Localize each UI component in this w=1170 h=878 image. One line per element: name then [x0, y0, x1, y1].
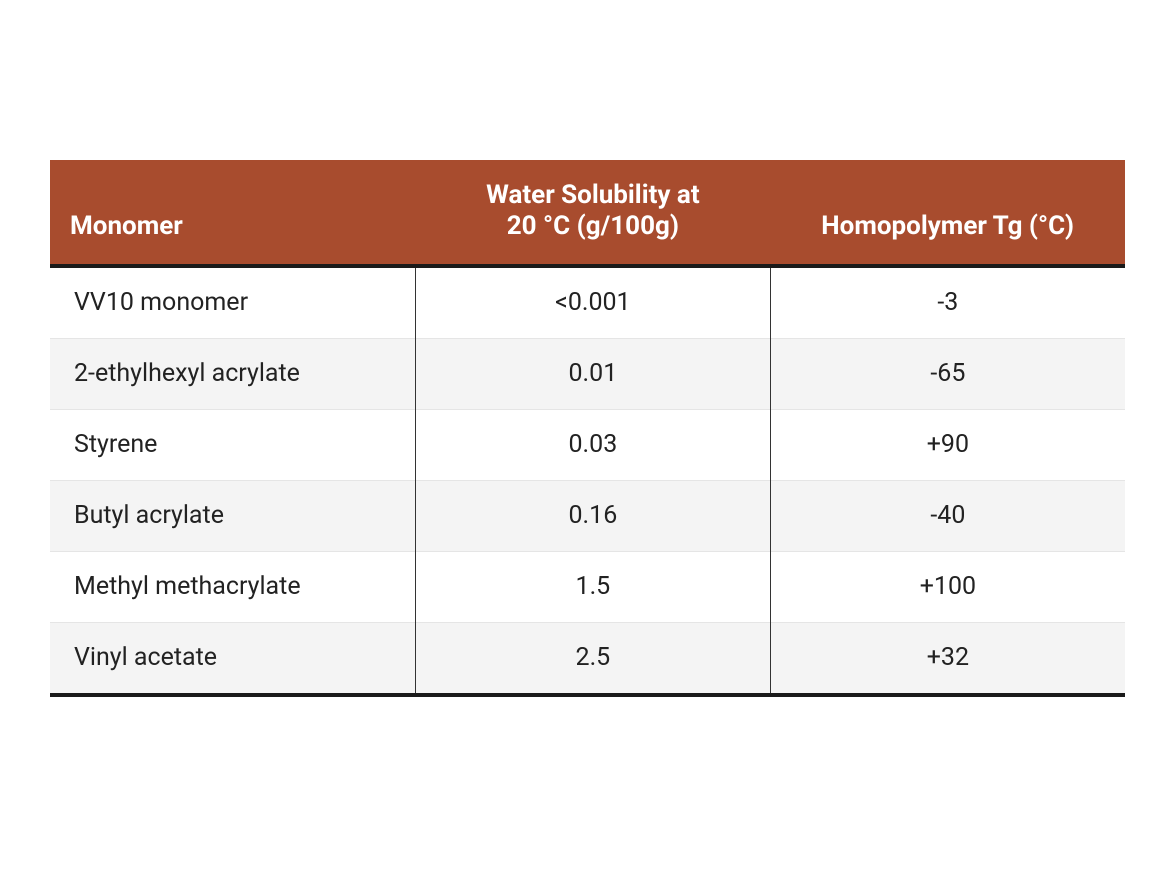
cell-solubility: 1.5 — [416, 552, 771, 623]
cell-solubility: 0.01 — [416, 339, 771, 410]
monomer-table: Monomer Water Solubility at 20 °C (g/100… — [50, 160, 1125, 697]
table-row: Styrene 0.03 +90 — [50, 410, 1125, 481]
cell-monomer: Methyl methacrylate — [50, 552, 416, 623]
monomer-table-wrap: Monomer Water Solubility at 20 °C (g/100… — [50, 160, 1125, 697]
cell-solubility: 2.5 — [416, 623, 771, 696]
table-row: Methyl methacrylate 1.5 +100 — [50, 552, 1125, 623]
cell-solubility: 0.03 — [416, 410, 771, 481]
cell-tg: +90 — [770, 410, 1125, 481]
table-header: Monomer Water Solubility at 20 °C (g/100… — [50, 160, 1125, 266]
col-header-solubility-line2: 20 °C (g/100g) — [436, 211, 751, 242]
cell-monomer: Butyl acrylate — [50, 481, 416, 552]
cell-tg: -3 — [770, 266, 1125, 339]
table-row: Butyl acrylate 0.16 -40 — [50, 481, 1125, 552]
cell-tg: +100 — [770, 552, 1125, 623]
cell-tg: -65 — [770, 339, 1125, 410]
col-header-monomer: Monomer — [50, 160, 416, 266]
cell-tg: -40 — [770, 481, 1125, 552]
table-row: 2-ethylhexyl acrylate 0.01 -65 — [50, 339, 1125, 410]
table-row: Vinyl acetate 2.5 +32 — [50, 623, 1125, 696]
cell-monomer: Vinyl acetate — [50, 623, 416, 696]
table-body: VV10 monomer <0.001 -3 2-ethylhexyl acry… — [50, 266, 1125, 695]
col-header-solubility-line1: Water Solubility at — [436, 180, 751, 211]
cell-tg: +32 — [770, 623, 1125, 696]
table-row: VV10 monomer <0.001 -3 — [50, 266, 1125, 339]
table-header-row: Monomer Water Solubility at 20 °C (g/100… — [50, 160, 1125, 266]
cell-monomer: Styrene — [50, 410, 416, 481]
cell-solubility: 0.16 — [416, 481, 771, 552]
cell-monomer: VV10 monomer — [50, 266, 416, 339]
col-header-tg: Homopolymer Tg (°C) — [770, 160, 1125, 266]
col-header-solubility: Water Solubility at 20 °C (g/100g) — [416, 160, 771, 266]
page-canvas: Monomer Water Solubility at 20 °C (g/100… — [0, 0, 1170, 878]
cell-solubility: <0.001 — [416, 266, 771, 339]
cell-monomer: 2-ethylhexyl acrylate — [50, 339, 416, 410]
